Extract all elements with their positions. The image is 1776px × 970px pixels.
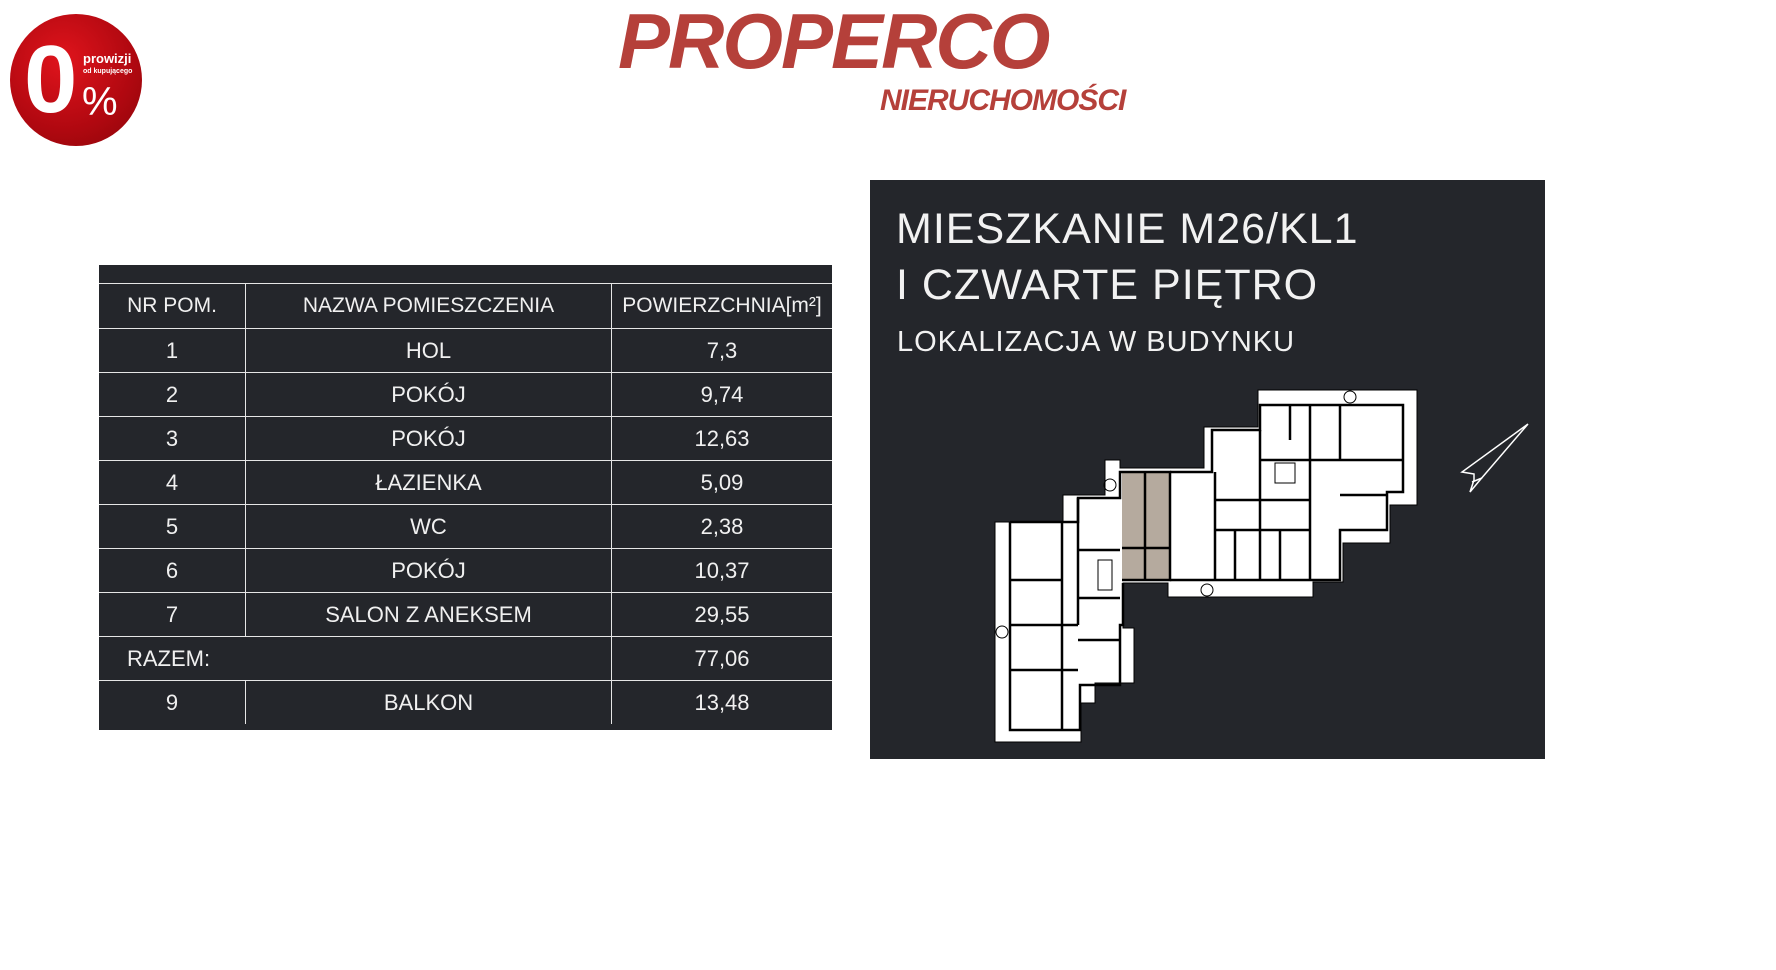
zero-commission-badge: 0 prowizji od kupującego %: [10, 14, 142, 146]
cell-area: 13,48: [694, 689, 750, 715]
header-name: NAZWA POMIESZCZENIA: [246, 284, 612, 328]
cell-name: SALON Z ANEKSEM: [246, 593, 612, 636]
apartment-title: MIESZKANIE M26/KL1: [896, 205, 1359, 253]
cell-name: HOL: [246, 329, 612, 372]
table-row: 5 WC 2,38: [99, 504, 832, 548]
cell-nr: 5: [99, 505, 246, 548]
cell-area: 10,37: [694, 557, 750, 583]
location-subtitle: LOKALIZACJA W BUDYNKU: [897, 326, 1296, 358]
badge-line2: od kupującego: [83, 68, 133, 75]
cell-area: 29,55: [694, 601, 750, 627]
cell-nr: 6: [99, 549, 246, 592]
badge-zero: 0: [24, 26, 78, 133]
table-row: 4 ŁAZIENKA 5,09: [99, 460, 832, 504]
table-row: 3 POKÓJ 12,63: [99, 416, 832, 460]
table-total-row: RAZEM: 77,06: [99, 636, 832, 680]
cell-name: POKÓJ: [246, 417, 612, 460]
cell-name: POKÓJ: [246, 549, 612, 592]
badge-percent: %: [82, 80, 118, 124]
total-area: 77,06: [694, 645, 750, 671]
table-row: 2 POKÓJ 9,74: [99, 372, 832, 416]
header-area: POWIERZCHNIA[m²]: [622, 294, 822, 317]
cell-nr: 2: [99, 373, 246, 416]
building-floor-plan: [994, 389, 1418, 743]
location-panel: MIESZKANIE M26/KL1 I CZWARTE PIĘTRO LOKA…: [870, 180, 1545, 759]
cell-name: WC: [246, 505, 612, 548]
cell-nr: 1: [99, 329, 246, 372]
table-row: 6 POKÓJ 10,37: [99, 548, 832, 592]
rooms-table: NR POM. NAZWA POMIESZCZENIA POWIERZCHNIA…: [99, 265, 832, 730]
cell-area: 2,38: [700, 513, 744, 539]
cell-name: ŁAZIENKA: [246, 461, 612, 504]
total-label: RAZEM:: [99, 637, 612, 680]
badge-line1: prowizji: [83, 51, 132, 66]
cell-name: BALKON: [246, 681, 612, 724]
table-header-row: NR POM. NAZWA POMIESZCZENIA POWIERZCHNIA…: [99, 283, 832, 328]
cell-nr: 3: [99, 417, 246, 460]
brand-logo: PROPERCO: [618, 0, 1050, 85]
cell-nr: 9: [99, 681, 246, 724]
north-arrow-icon: [1460, 423, 1529, 493]
header-nr: NR POM.: [99, 284, 246, 328]
table-row: 1 HOL 7,3: [99, 328, 832, 372]
brand-subtitle: NIERUCHOMOŚCI: [880, 84, 1126, 117]
cell-name: POKÓJ: [246, 373, 612, 416]
table-row: 9 BALKON 13,48: [99, 680, 832, 724]
cell-area: 9,74: [700, 381, 744, 407]
cell-nr: 4: [99, 461, 246, 504]
cell-area: 7,3: [706, 337, 738, 363]
cell-area: 5,09: [700, 469, 744, 495]
cell-area: 12,63: [694, 425, 750, 451]
table-row: 7 SALON Z ANEKSEM 29,55: [99, 592, 832, 636]
cell-nr: 7: [99, 593, 246, 636]
floor-title: I CZWARTE PIĘTRO: [896, 261, 1319, 309]
